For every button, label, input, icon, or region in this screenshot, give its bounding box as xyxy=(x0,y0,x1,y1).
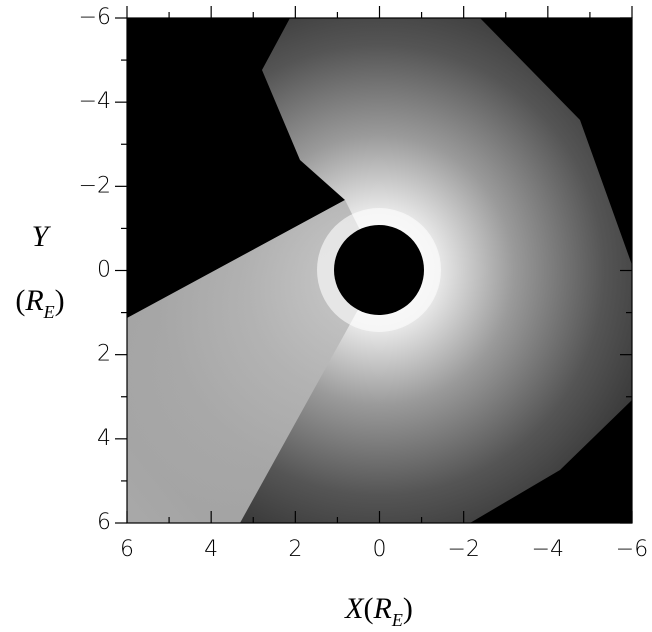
y-tick-label: 6 xyxy=(97,510,111,535)
x-axis-label-symbol: X xyxy=(344,592,365,625)
x-tick-label: 6 xyxy=(120,537,134,562)
y-axis-label: Y xyxy=(32,220,52,253)
y-tick-label: 2 xyxy=(97,342,111,367)
x-tick-label: 2 xyxy=(288,537,302,562)
y-tick-label: 0 xyxy=(97,258,111,283)
x-axis-label-close: ) xyxy=(403,592,413,625)
y-axis-unit-sub: E xyxy=(43,302,55,322)
x-tick-label: 4 xyxy=(204,537,218,562)
y-axis-unit: (RE) xyxy=(15,284,64,322)
x-tick-label: −2 xyxy=(447,537,479,562)
x-axis-unit-sub: E xyxy=(391,610,403,630)
y-tick-label: −4 xyxy=(79,89,111,114)
x-tick-label: −4 xyxy=(532,537,564,562)
y-axis-unit-close: ) xyxy=(55,284,65,317)
emission-band xyxy=(127,200,380,523)
earth-disk xyxy=(334,225,424,315)
x-tick-label: 0 xyxy=(373,537,387,562)
x-axis-label: X(RE) xyxy=(344,592,413,630)
x-axis-unit-symbol: R xyxy=(373,592,392,625)
y-tick-label: −2 xyxy=(79,173,111,198)
x-axis-label-open: ( xyxy=(364,592,374,625)
y-tick-label: −6 xyxy=(79,5,111,30)
y-tick-label: 4 xyxy=(97,426,111,451)
y-axis-unit-symbol: R xyxy=(24,284,43,317)
x-tick-label: −6 xyxy=(616,537,648,562)
y-axis-unit-open: ( xyxy=(15,284,25,317)
